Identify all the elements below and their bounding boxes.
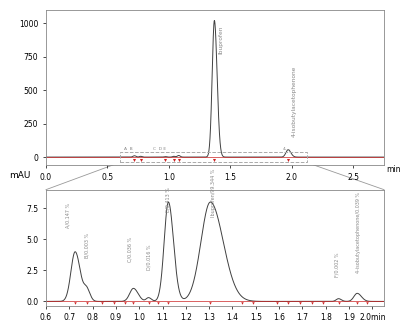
Text: C  D E: C D E [153,147,166,151]
Text: A/0.147 %: A/0.147 % [66,203,71,228]
Text: F/0.002 %: F/0.002 % [334,252,340,277]
Text: C/0.036 %: C/0.036 % [128,236,132,262]
Text: Ibuprofen: Ibuprofen [218,26,223,54]
Text: D/0.016 %: D/0.016 % [146,245,152,270]
Text: 4-isobutylacetophenone: 4-isobutylacetophenone [292,66,297,137]
Text: E/0.413 %: E/0.413 % [165,187,170,212]
Text: min: min [386,165,400,174]
Text: 4-isobutylacetophenone/0.039 %: 4-isobutylacetophenone/0.039 % [356,192,361,273]
Text: B/0.003 %: B/0.003 % [84,233,89,258]
Text: 4-...: 4-... [283,147,292,151]
Bar [120,152,306,163]
Text: mAU: mAU [9,171,30,181]
Text: A  B: A B [124,147,133,151]
Text: Ibuprofen/99.344 %: Ibuprofen/99.344 % [211,169,216,217]
